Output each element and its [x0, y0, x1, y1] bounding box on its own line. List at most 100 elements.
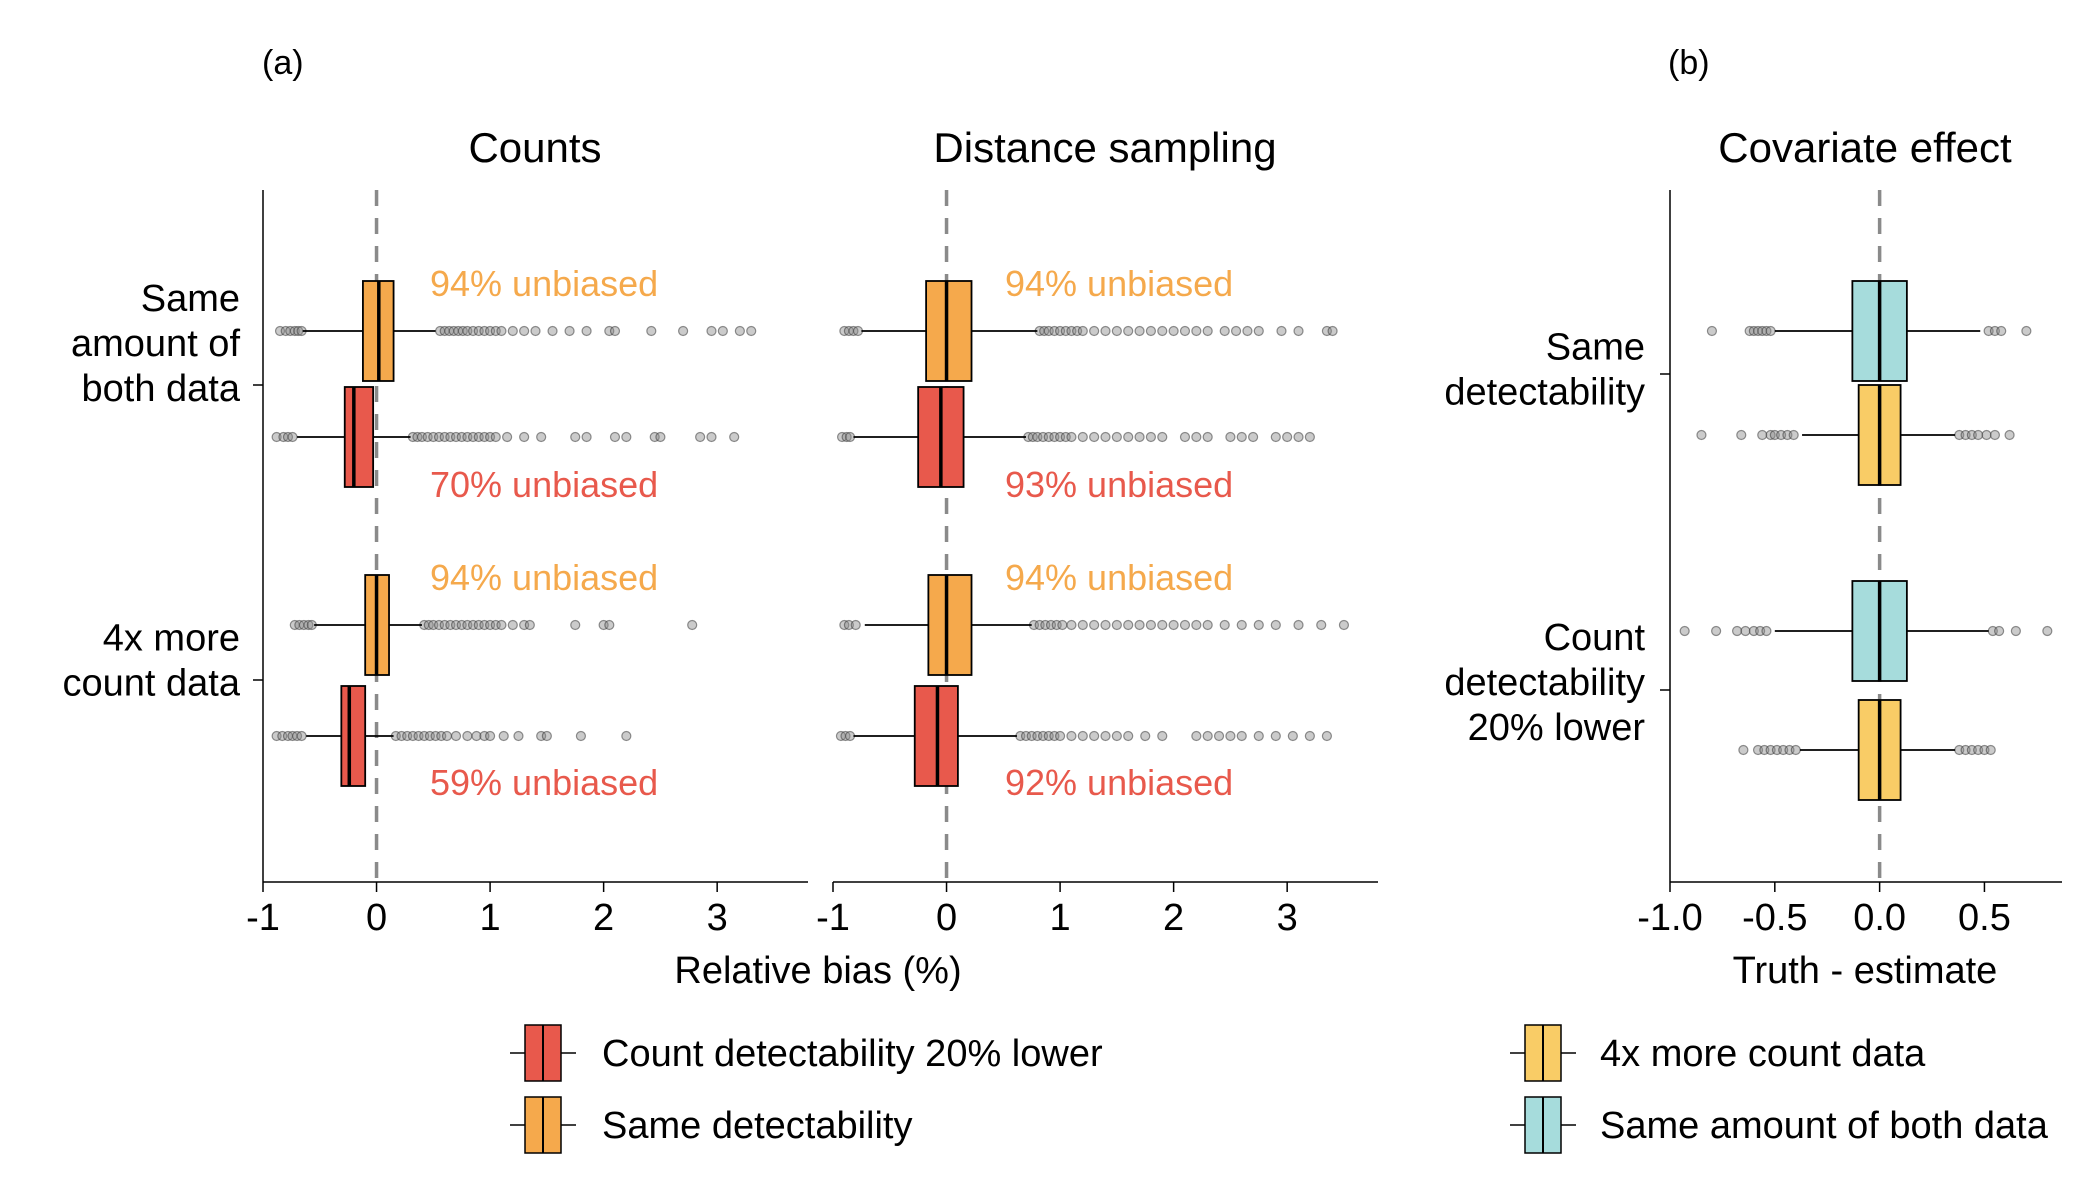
outlier-point: [1761, 625, 1772, 637]
outlier-point: [1191, 431, 1202, 443]
outlier-point: [1100, 730, 1111, 742]
legend-item-same-detect: Same detectability: [510, 1096, 913, 1154]
outlier-point: [646, 325, 657, 337]
outlier-point: [507, 619, 518, 631]
outlier-point: [850, 619, 861, 631]
outlier-point: [570, 619, 581, 631]
unbiased-annotation: 92% unbiased: [1005, 762, 1233, 803]
outlier-point: [1253, 730, 1264, 742]
outlier-point: [581, 431, 592, 443]
boxplot-count-detectability-20-lower: [836, 386, 1315, 488]
outlier-point: [706, 325, 717, 337]
boxplot-same-detectability: [839, 574, 1350, 676]
outlier-point: [1338, 619, 1350, 631]
legend-item-count-lower: Count detectability 20% lower: [510, 1024, 1103, 1082]
outlier-point: [621, 730, 632, 742]
outlier-point: [1202, 431, 1213, 443]
outlier-point: [1994, 625, 2005, 637]
outlier-point: [1757, 429, 1768, 441]
x-tick-label: 0.0: [1853, 897, 1906, 939]
outlier-point: [536, 431, 547, 443]
outlier-point: [1270, 619, 1281, 631]
boxplot-4x-more-count-data: [1696, 384, 2015, 486]
outlier-point: [1996, 325, 2007, 337]
counts-panel: Counts Same amount of both data 4x more cou…: [63, 124, 808, 939]
outlier-point: [1100, 325, 1111, 337]
outlier-point: [1985, 744, 1996, 756]
legend-label-count-lower: Count detectability 20% lower: [602, 1033, 1103, 1075]
outlier-point: [1740, 625, 1751, 637]
outlier-point: [1276, 325, 1287, 337]
outlier-point: [1253, 325, 1264, 337]
outlier-point: [1066, 431, 1077, 443]
outlier-point: [1057, 619, 1068, 631]
unbiased-annotation: 94% unbiased: [430, 263, 658, 304]
outlier-point: [524, 619, 535, 631]
outlier-point: [1168, 619, 1179, 631]
outlier-point: [1134, 619, 1145, 631]
outlier-point: [604, 619, 615, 631]
outlier-point: [678, 325, 689, 337]
outlier-point: [1179, 431, 1191, 443]
outlier-point: [687, 619, 698, 631]
unbiased-annotation: 70% unbiased: [430, 464, 658, 505]
box: [343, 386, 375, 488]
outlier-point: [1219, 619, 1230, 631]
outlier-point: [1236, 431, 1247, 443]
outlier-point: [1134, 325, 1145, 337]
outlier-point: [1179, 325, 1191, 337]
counts-group-label-line2: 4x more count data: [63, 618, 241, 705]
outlier-point: [1157, 431, 1168, 443]
outlier-point: [490, 431, 501, 443]
outlier-point: [1230, 325, 1242, 337]
boxplot-same-detectability: [289, 574, 698, 676]
x-tick-label: -1: [816, 897, 850, 939]
outlier-point: [462, 730, 473, 742]
outlier-point: [2021, 325, 2032, 337]
boxplot-same-amount-of-both-data: [1706, 280, 2032, 382]
outlier-point: [1111, 431, 1122, 443]
outlier-point: [1679, 625, 1690, 637]
outlier-point: [1706, 325, 1718, 337]
outlier-point: [1790, 744, 1801, 756]
outlier-point: [1293, 325, 1304, 337]
unbiased-annotation: 94% unbiased: [430, 557, 658, 598]
legend-b: 4x more count data Same amount of both d…: [1510, 1024, 2049, 1154]
outlier-point: [844, 431, 856, 443]
outlier-point: [1236, 730, 1247, 742]
distance-sampling-title: Distance sampling: [933, 124, 1276, 171]
outlier-point: [1179, 619, 1191, 631]
outlier-point: [450, 730, 462, 742]
boxplot-count-detectability-20-lower: [271, 685, 632, 787]
covariate-group-1: Count detectability 20% lower: [1444, 617, 1645, 749]
outlier-point: [575, 730, 587, 742]
outlier-point: [1202, 730, 1213, 742]
outlier-point: [1089, 325, 1100, 337]
x-tick-label: 1: [480, 897, 501, 939]
outlier-point: [695, 431, 706, 443]
boxplot-same-detectability: [839, 280, 1338, 382]
outlier-point: [1711, 625, 1722, 637]
outlier-point: [1304, 431, 1315, 443]
boxplot-same-detectability: [274, 280, 757, 382]
covariate-panel: Covariate effect -1.0 -0.5 0.0 0.5 Same detec…: [1444, 124, 2062, 939]
outlier-point: [1140, 730, 1151, 742]
outlier-point: [1191, 325, 1202, 337]
outlier-point: [1242, 325, 1253, 337]
outlier-point: [1253, 619, 1264, 631]
legend-a: Count detectability 20% lower Same detec…: [510, 1024, 1103, 1154]
outlier-point: [1100, 619, 1111, 631]
outlier-point: [1157, 730, 1168, 742]
outlier-point: [1157, 619, 1168, 631]
x-tick-label: -1.0: [1637, 897, 1702, 939]
outlier-point: [519, 431, 530, 443]
x-axis-label-relative-bias: Relative bias (%): [674, 950, 961, 992]
outlier-point: [1111, 619, 1122, 631]
outlier-point: [1213, 730, 1225, 742]
outlier-point: [1111, 730, 1122, 742]
unbiased-annotation: 93% unbiased: [1005, 464, 1233, 505]
outlier-point: [1054, 730, 1066, 742]
outlier-point: [1736, 429, 1747, 441]
outlier-point: [1765, 325, 1776, 337]
